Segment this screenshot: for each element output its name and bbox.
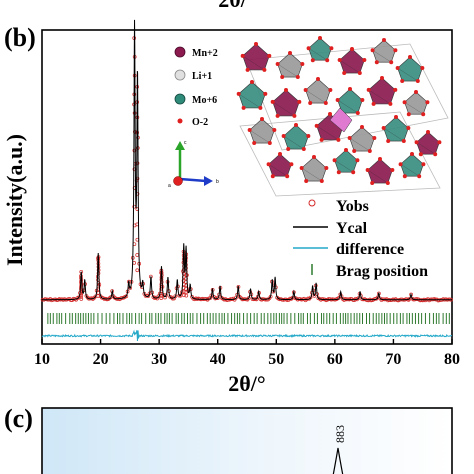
difference-series [41,329,453,342]
yobs-point [135,253,140,257]
yobs-point [337,296,341,300]
yobs-point [184,290,189,295]
x-ticks: 10 20 30 40 50 60 70 80 [34,339,460,368]
panel-c-frame [41,407,453,474]
y-axis-label: Intensity(a.u.) [2,134,27,266]
legend-difference-label: difference [336,241,404,258]
yobs-point [182,293,186,298]
x-tick-label: 20 [93,351,109,368]
triad-label-b: b [216,179,219,185]
top-fragment: 2θ/° [218,0,255,12]
yobs-point [181,271,186,276]
yobs-point [159,284,164,289]
x-tick-label: 50 [268,351,284,368]
legend-yobs-label: Yobs [336,198,369,215]
structure-legend: Mn+2 Li+1 Mo+6 O-2 [174,46,218,128]
x-tick-label: 40 [210,351,226,368]
mn-sphere-icon [174,46,186,58]
x-tick-label: 10 [34,351,50,368]
panel-b-label: (b) [4,23,36,52]
ycal-series [42,19,452,301]
yobs-point [308,295,313,300]
panel-c-peak-label: 883 [333,425,347,443]
brag-position-series [47,313,450,324]
triad-label-c: c [184,140,187,146]
mo-sphere-icon [174,93,186,105]
yobs-point [234,295,238,300]
yobs-point [79,283,84,288]
yobs-point [184,276,188,281]
x-tick-label: 80 [444,351,460,368]
yobs-point [135,176,140,181]
yobs-point [128,286,133,290]
legend: Yobs Ycal difference Brag position [293,198,428,280]
legend-yobs-marker [308,199,316,207]
legend-brag-label: Brag position [336,263,428,280]
yobs-point [135,161,140,166]
yobs-point [132,148,137,153]
yobs-point [79,297,84,301]
yobs-point [159,293,164,298]
plot-frame [41,29,453,345]
yobs-point [159,296,164,300]
mn-label: Mn+2 [192,48,218,59]
legend-ycal-label: Ycal [336,220,368,237]
yobs-point [132,167,137,172]
yobs-point [356,296,361,301]
x-tick-label: 30 [151,351,167,368]
yobs-point [143,294,148,298]
x-axis-label: 2θ/° [228,371,265,396]
axis-triad-icon: c a b [168,140,219,189]
yobs-point [215,296,220,301]
x-tick-label: 60 [327,351,343,368]
panel-c-label: (c) [4,404,33,433]
triad-label-a: a [168,183,171,189]
o-sphere-icon [177,118,183,124]
yobs-point [173,294,178,299]
yobs-point [159,277,164,282]
yobs-point [184,273,189,277]
x-tick-label: 70 [385,351,401,368]
yobs-point [246,296,251,300]
yobs-point [170,296,175,301]
yobs-point [79,295,83,299]
yobs-point [76,295,81,300]
o-label: O-2 [192,117,208,128]
li-sphere-icon [174,69,186,81]
crystal-structure-image [236,36,449,197]
yobs-point [79,281,84,286]
mo-label: Mo+6 [192,95,217,106]
yobs-point [159,282,164,287]
yobs-point [184,293,189,298]
panel-c-peak [332,447,344,474]
li-label: Li+1 [192,71,212,82]
yobs-point [135,268,140,273]
